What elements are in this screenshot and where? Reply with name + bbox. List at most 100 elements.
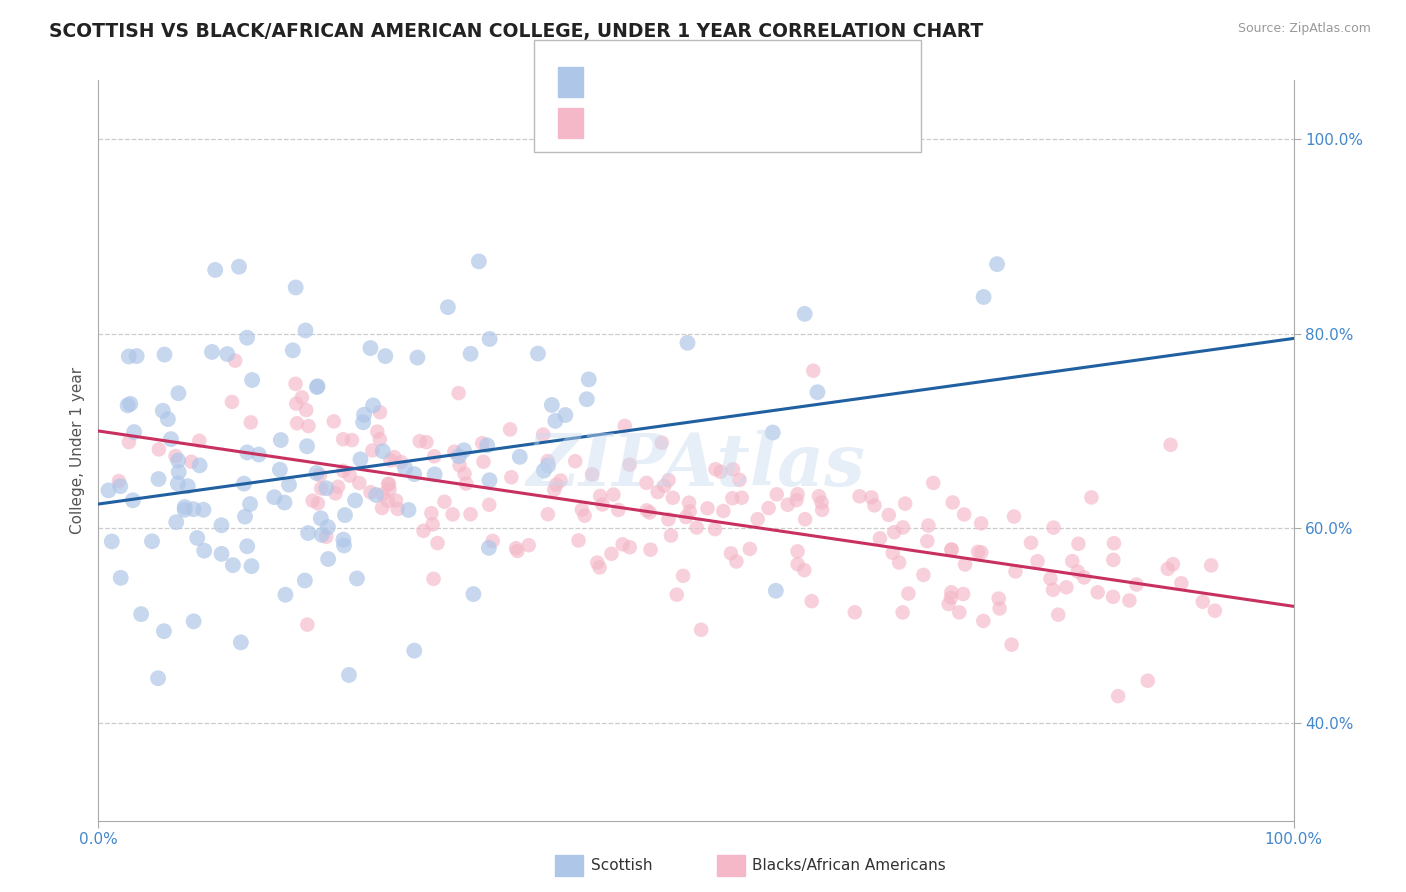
Point <box>690 623 713 637</box>
Point <box>359 485 381 500</box>
Point <box>686 520 709 534</box>
Point <box>891 520 914 534</box>
Point <box>204 263 226 277</box>
Point <box>404 643 426 657</box>
Point <box>891 606 914 620</box>
Point <box>1102 590 1125 604</box>
Point <box>224 353 246 368</box>
Point <box>339 468 361 483</box>
Point <box>765 487 787 501</box>
Point <box>284 376 307 391</box>
Point <box>110 479 132 493</box>
Point <box>747 512 769 526</box>
Point <box>1047 607 1070 622</box>
Text: Blacks/African Americans: Blacks/African Americans <box>752 858 946 872</box>
Point <box>361 399 384 413</box>
Point <box>420 506 443 520</box>
Point <box>156 412 179 426</box>
Point <box>471 436 494 450</box>
Point <box>148 472 170 486</box>
Point <box>332 533 354 547</box>
Point <box>188 434 211 448</box>
Point <box>941 542 963 557</box>
Point <box>527 346 550 360</box>
Point <box>120 397 142 411</box>
Point <box>638 506 661 520</box>
Point <box>657 473 679 487</box>
Point <box>233 509 256 524</box>
Point <box>537 458 560 473</box>
Point <box>1204 604 1226 618</box>
Point <box>188 458 211 473</box>
Point <box>281 343 304 358</box>
Point <box>533 464 555 478</box>
Point <box>186 531 208 545</box>
Point <box>478 541 501 555</box>
Point <box>377 476 399 491</box>
Point <box>423 467 446 482</box>
Point <box>426 536 449 550</box>
Point <box>986 257 1008 271</box>
Point <box>1087 585 1109 599</box>
Point <box>263 490 285 504</box>
Point <box>148 442 170 457</box>
Point <box>412 524 434 538</box>
Point <box>332 464 354 478</box>
Point <box>882 546 904 560</box>
Point <box>973 290 995 304</box>
Point <box>167 476 190 491</box>
Point <box>972 614 994 628</box>
Point <box>121 493 143 508</box>
Point <box>942 495 965 509</box>
Point <box>589 489 612 503</box>
Point <box>385 493 408 508</box>
Point <box>883 525 905 540</box>
Text: N =: N = <box>713 116 749 134</box>
Point <box>153 624 176 639</box>
Point <box>1161 557 1184 571</box>
Point <box>953 558 976 572</box>
Point <box>173 503 195 517</box>
Point <box>433 494 456 508</box>
Point <box>285 397 308 411</box>
Text: 200: 200 <box>755 116 793 134</box>
Point <box>239 415 262 429</box>
Point <box>311 528 333 542</box>
Point <box>173 500 195 514</box>
Point <box>422 572 444 586</box>
Point <box>316 520 339 534</box>
Point <box>97 483 120 498</box>
Point <box>578 372 600 386</box>
Point <box>517 538 540 552</box>
Point <box>1019 536 1042 550</box>
Point <box>229 635 252 649</box>
Point <box>453 443 475 458</box>
Point <box>1002 509 1025 524</box>
Point <box>193 502 215 516</box>
Point <box>453 467 475 481</box>
Point <box>675 510 697 524</box>
Point <box>678 496 700 510</box>
Point <box>679 504 702 518</box>
Point <box>305 380 328 394</box>
Point <box>368 432 391 446</box>
Point <box>460 508 482 522</box>
Point <box>270 433 292 447</box>
Point <box>807 489 830 503</box>
Point <box>800 594 823 608</box>
Point <box>201 345 224 359</box>
Point <box>167 386 190 401</box>
Point <box>651 435 673 450</box>
Point <box>887 556 910 570</box>
Point <box>468 254 491 268</box>
Point <box>1054 580 1077 594</box>
Point <box>228 260 250 274</box>
Point <box>122 425 145 439</box>
Point <box>720 546 742 560</box>
Point <box>352 415 374 429</box>
Point <box>912 568 935 582</box>
Point <box>948 606 970 620</box>
Point <box>295 403 318 417</box>
Text: R =: R = <box>598 75 634 93</box>
Point <box>371 444 394 458</box>
